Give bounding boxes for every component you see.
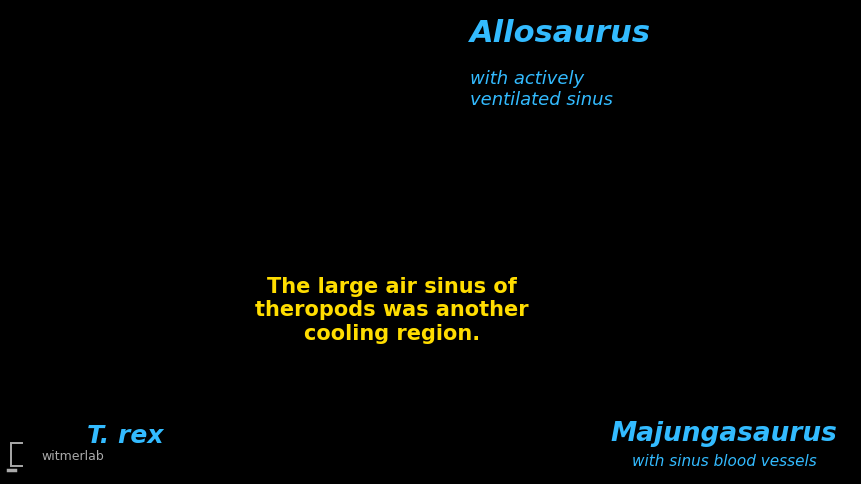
Text: The large air sinus of
theropods was another
cooling region.: The large air sinus of theropods was ano…: [255, 277, 529, 343]
Text: Allosaurus: Allosaurus: [469, 19, 650, 48]
Text: T. rex: T. rex: [87, 424, 163, 448]
Text: with actively
ventilated sinus: with actively ventilated sinus: [469, 70, 612, 109]
Text: with sinus blood vessels: with sinus blood vessels: [631, 454, 815, 468]
Text: witmerlab: witmerlab: [41, 450, 104, 462]
Text: Majungasaurus: Majungasaurus: [610, 420, 837, 446]
